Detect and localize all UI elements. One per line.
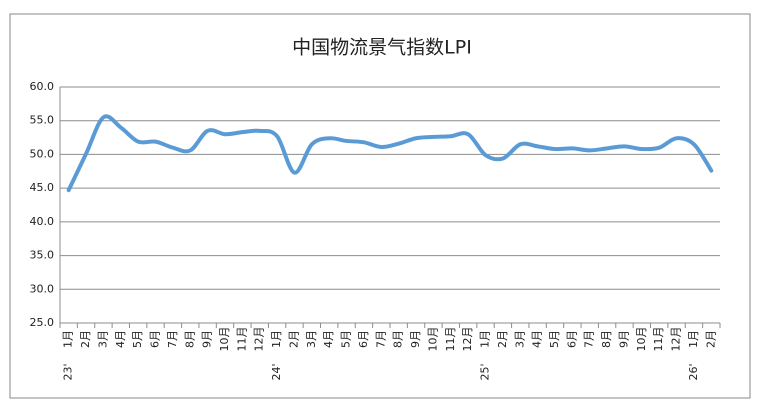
- year-label: 26': [687, 363, 700, 380]
- x-tick-label: 8月: [183, 330, 196, 348]
- x-tick-label: 6月: [149, 330, 162, 348]
- x-tick-label: 10月: [426, 327, 439, 352]
- chart-border: [9, 13, 751, 399]
- x-tick-label: 12月: [670, 327, 683, 352]
- x-tick-label: 2月: [79, 330, 92, 348]
- x-tick-label: 4月: [322, 330, 335, 348]
- x-tick-label: 5月: [548, 330, 561, 348]
- x-tick-label: 6月: [565, 330, 578, 348]
- x-tick-label: 12月: [253, 327, 266, 352]
- x-tick-label: 8月: [392, 330, 405, 348]
- x-tick-label: 7月: [374, 330, 387, 348]
- x-tick-label: 7月: [583, 330, 596, 348]
- x-tick-label: 9月: [201, 330, 214, 348]
- x-tick-label: 1月: [479, 330, 492, 348]
- x-tick-label: 4月: [531, 330, 544, 348]
- x-tick-label: 3月: [96, 330, 109, 348]
- x-tick-label: 6月: [357, 330, 370, 348]
- y-tick-label: 35.0: [30, 249, 55, 262]
- x-tick-label: 3月: [513, 330, 526, 348]
- x-tick-label: 9月: [617, 330, 630, 348]
- x-tick-label: 2月: [496, 330, 509, 348]
- x-tick-label: 1月: [687, 330, 700, 348]
- x-tick-label: 5月: [340, 330, 353, 348]
- x-tick-label: 3月: [305, 330, 318, 348]
- x-tick-label: 2月: [287, 330, 300, 348]
- x-tick-label: 7月: [166, 330, 179, 348]
- x-tick-label: 11月: [444, 327, 457, 352]
- year-label: 24': [270, 363, 283, 380]
- year-label: 25': [479, 363, 492, 380]
- y-tick-label: 60.0: [30, 80, 55, 93]
- y-tick-label: 55.0: [30, 114, 55, 127]
- year-label: 23': [62, 363, 75, 380]
- x-tick-label: 4月: [114, 330, 127, 348]
- x-tick-label: 1月: [62, 330, 75, 348]
- x-tick-label: 10月: [635, 327, 648, 352]
- y-tick-label: 50.0: [30, 147, 55, 160]
- x-tick-label: 11月: [652, 327, 665, 352]
- y-tick-label: 45.0: [30, 181, 55, 194]
- y-tick-label: 25.0: [30, 316, 55, 329]
- y-tick-label: 30.0: [30, 282, 55, 295]
- x-tick-label: 1月: [270, 330, 283, 348]
- x-tick-label: 8月: [600, 330, 613, 348]
- x-tick-label: 9月: [409, 330, 422, 348]
- chart-title: 中国物流景气指数LPI: [292, 37, 472, 59]
- y-tick-label: 40.0: [30, 215, 55, 228]
- x-tick-label: 12月: [461, 327, 474, 352]
- x-tick-label: 10月: [218, 327, 231, 352]
- x-tick-label: 11月: [235, 327, 248, 352]
- x-tick-label: 2月: [704, 330, 717, 348]
- data-line: [66, 114, 714, 193]
- x-tick-label: 5月: [131, 330, 144, 348]
